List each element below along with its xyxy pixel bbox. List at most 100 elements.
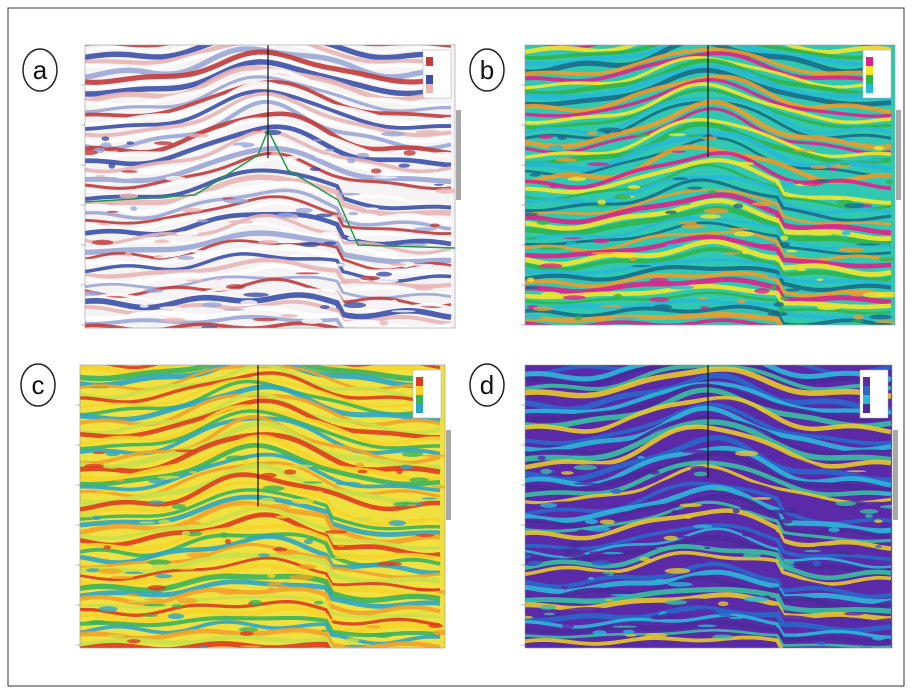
- texture-blob: [232, 145, 244, 151]
- texture-blob: [396, 468, 403, 475]
- texture-blob: [106, 634, 125, 638]
- texture-blob: [681, 449, 706, 454]
- texture-blob: [735, 450, 759, 457]
- texture-blob: [637, 455, 645, 459]
- texture-blob: [659, 613, 676, 619]
- texture-blob: [693, 561, 707, 564]
- texture-blob: [543, 612, 555, 616]
- texture-blob: [373, 251, 397, 257]
- texture-blob: [85, 290, 103, 296]
- texture-blob: [587, 162, 610, 167]
- legend-swatch: [426, 57, 433, 66]
- texture-blob: [360, 275, 380, 281]
- texture-blob: [181, 530, 191, 536]
- texture-blob: [343, 302, 367, 309]
- texture-blob: [527, 560, 543, 566]
- texture-blob: [568, 542, 583, 549]
- texture-blob: [414, 588, 439, 592]
- texture-blob: [859, 509, 879, 514]
- texture-blob: [856, 243, 880, 246]
- texture-blob: [703, 208, 729, 214]
- texture-blob: [846, 470, 867, 473]
- reflector: [80, 523, 441, 562]
- texture-blob: [590, 573, 610, 577]
- texture-blob: [403, 150, 416, 156]
- texture-blob: [540, 468, 552, 475]
- texture-blob: [336, 192, 361, 196]
- texture-blob: [333, 555, 356, 560]
- texture-blob: [401, 451, 424, 457]
- texture-blob: [428, 623, 444, 629]
- texture-blob: [237, 504, 261, 509]
- texture-blob: [355, 517, 373, 521]
- texture-blob: [356, 152, 370, 158]
- texture-blob: [314, 600, 324, 605]
- texture-blob: [159, 306, 182, 310]
- legend-swatch: [866, 75, 873, 84]
- texture-blob: [161, 317, 186, 323]
- panel-labels: a b c d: [20, 48, 505, 407]
- texture-blob: [529, 173, 541, 177]
- texture-blob: [216, 588, 243, 595]
- reflector: [80, 512, 441, 558]
- reflector: [80, 420, 441, 471]
- texture-blob: [430, 166, 440, 170]
- panel-frame: [524, 364, 893, 649]
- texture-blob: [557, 135, 567, 140]
- texture-blob: [668, 285, 694, 290]
- texture-blob: [693, 471, 708, 477]
- texture-blob: [812, 560, 822, 567]
- texture-blob: [597, 199, 607, 205]
- texture-blob: [702, 136, 718, 141]
- texture-blob: [344, 644, 368, 647]
- texture-blob: [87, 620, 108, 625]
- texture-blob: [781, 180, 795, 187]
- texture-blob: [679, 644, 700, 648]
- texture-blob: [101, 136, 110, 141]
- reflector: [85, 201, 452, 243]
- texture-blob: [156, 475, 181, 479]
- texture-blob: [80, 563, 96, 567]
- texture-blob: [257, 553, 270, 557]
- texture-blob: [751, 201, 774, 207]
- reflector: [525, 221, 892, 256]
- texture-blob: [240, 299, 258, 306]
- texture-blob: [779, 518, 793, 524]
- reflector: [80, 391, 441, 436]
- texture-blob: [763, 146, 772, 149]
- texture-blob: [115, 479, 125, 483]
- texture-blob: [707, 189, 717, 194]
- texture-blob: [700, 306, 709, 310]
- texture-blob: [390, 299, 398, 305]
- texture-blob: [628, 512, 651, 517]
- texture-blob: [833, 550, 854, 555]
- reflector: [80, 562, 441, 598]
- texture-blob: [712, 487, 729, 491]
- texture-blob: [590, 251, 614, 255]
- texture-blob: [272, 547, 288, 552]
- texture-blob: [97, 223, 112, 226]
- texture-blob: [667, 581, 693, 587]
- texture-blob: [222, 308, 245, 311]
- texture-blob: [106, 210, 119, 213]
- texture-blob: [555, 157, 578, 163]
- reflector: [525, 635, 784, 648]
- texture-blob: [732, 508, 740, 514]
- texture-blob: [288, 574, 314, 580]
- texture-blob: [697, 296, 708, 300]
- texture-blob: [649, 277, 669, 284]
- texture-blob: [539, 604, 556, 610]
- seismic-panel: [81, 44, 461, 329]
- texture-blob: [174, 449, 198, 453]
- texture-blob: [549, 183, 560, 189]
- texture-blob: [694, 608, 717, 615]
- texture-blob: [332, 214, 347, 218]
- texture-blob: [188, 471, 197, 474]
- texture-blob: [690, 465, 708, 471]
- reflector: [85, 180, 452, 226]
- texture-blob: [699, 214, 721, 219]
- texture-blob: [98, 606, 118, 613]
- texture-blob: [574, 315, 583, 321]
- texture-blob: [810, 165, 828, 169]
- texture-blob: [860, 646, 873, 648]
